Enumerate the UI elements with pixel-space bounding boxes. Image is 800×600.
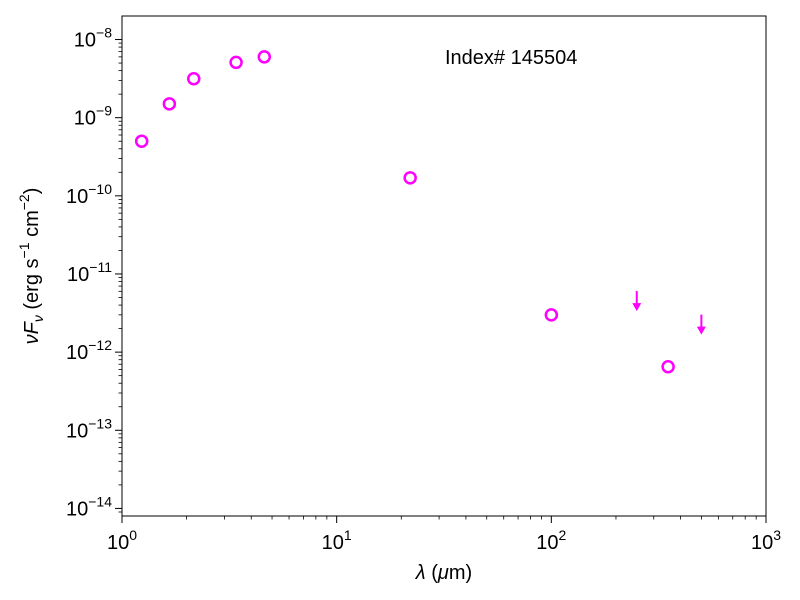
- index-annotation: Index# 145504: [445, 47, 577, 69]
- upper-limit-arrow: [632, 291, 642, 312]
- upper-limit-arrow: [696, 314, 706, 335]
- data-point: [544, 308, 559, 322]
- x-tick-label: 102: [536, 527, 566, 554]
- data-point: [661, 359, 675, 374]
- x-tick-label: 103: [751, 527, 781, 554]
- minor-ticks: [118, 42, 757, 520]
- y-tick-label: 10−10: [66, 181, 112, 208]
- data-point: [134, 134, 149, 148]
- y-tick-label: 10−12: [66, 337, 112, 364]
- data-point: [257, 50, 272, 64]
- y-tick-label: 10−9: [74, 103, 112, 130]
- upper-limit-head: [632, 303, 642, 312]
- data-point: [403, 171, 417, 185]
- y-axis-label: νFν (erg s−1 cm−2): [16, 188, 46, 345]
- data-point: [162, 97, 177, 111]
- y-tick-label: 10−11: [67, 259, 112, 286]
- data-markers: [134, 50, 706, 374]
- y-tick-label: 10−13: [66, 415, 112, 442]
- major-ticks: [115, 39, 767, 523]
- data-point: [229, 55, 243, 70]
- plot-frame: [121, 15, 767, 517]
- y-tick-label: 10−14: [66, 493, 112, 520]
- x-tick-label: 100: [107, 527, 137, 554]
- x-axis-label: λ (μm): [415, 562, 472, 584]
- data-point: [187, 71, 201, 86]
- upper-limit-head: [696, 326, 706, 335]
- y-tick-label: 10−8: [74, 25, 112, 52]
- tick-labels: 100 101 102 103 10−14 10−13 10−12 10−11 10−10 10−…: [66, 25, 781, 554]
- x-tick-label: 101: [322, 527, 352, 554]
